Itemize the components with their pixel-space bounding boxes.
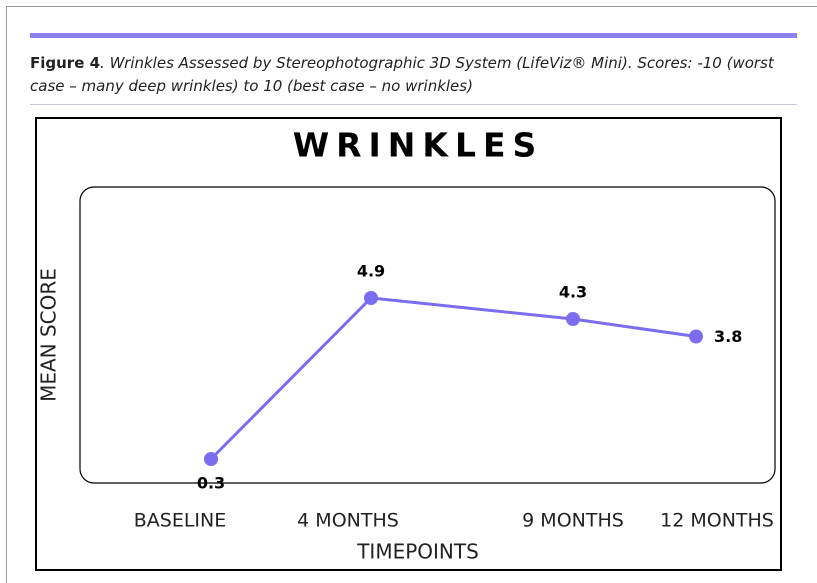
frame-line <box>6 6 817 7</box>
figure-caption: Figure 4. Wrinkles Assessed by Stereopho… <box>30 52 790 98</box>
data-label: 0.3 <box>197 474 225 493</box>
caption-text: . Wrinkles Assessed by Stereophotographi… <box>30 54 774 95</box>
plot-area <box>79 186 776 484</box>
figure-label: Figure 4 <box>30 54 101 72</box>
x-tick-label: 9 MONTHS <box>522 510 624 532</box>
x-tick-label: 12 MONTHS <box>660 510 774 532</box>
point <box>566 312 580 326</box>
y-axis-label: MEAN SCORE <box>37 268 61 402</box>
data-label: 4.3 <box>559 283 587 302</box>
point <box>364 291 378 305</box>
data-label: 4.9 <box>357 262 385 281</box>
chart-border <box>35 117 782 571</box>
chart-title: WRINKLES <box>293 126 544 165</box>
frame-line <box>6 6 7 583</box>
point <box>689 329 703 344</box>
accent-bar <box>30 33 797 38</box>
x-tick-label: 4 MONTHS <box>297 510 399 532</box>
x-axis-label: TIMEPOINTS <box>356 540 479 564</box>
line <box>209 296 697 461</box>
data-label: 3.8 <box>714 327 742 346</box>
x-tick-label: BASELINE <box>134 510 227 532</box>
separator <box>30 104 797 105</box>
point <box>204 452 218 466</box>
